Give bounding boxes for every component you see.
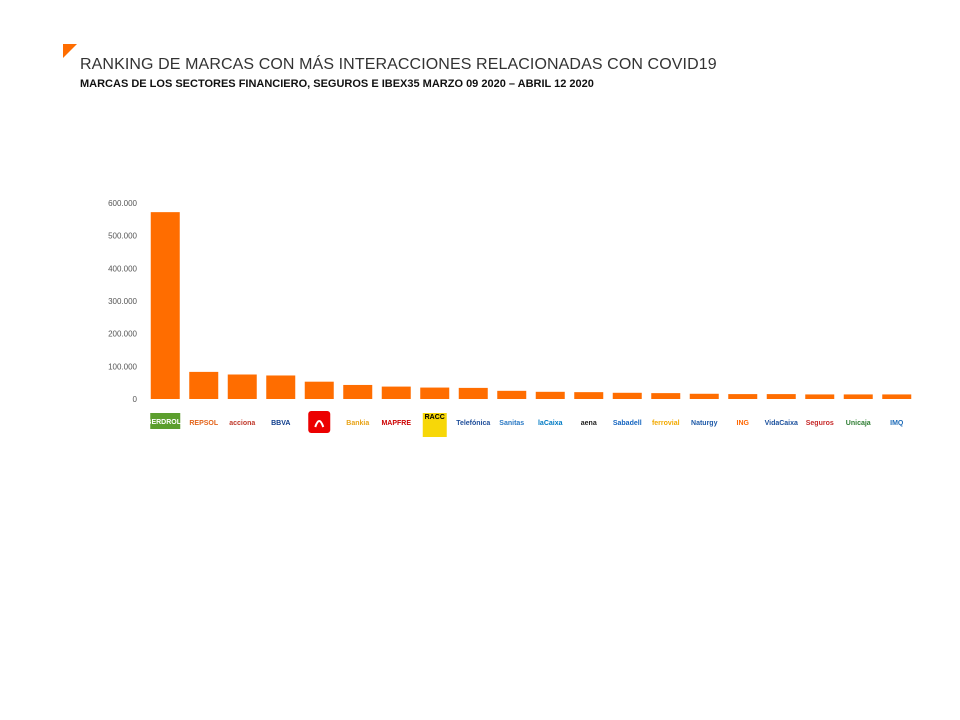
y-tick-label: 600.000 [108,199,137,208]
bar-iberdrola [150,212,180,399]
logo-box [150,413,181,429]
bar-acciona [227,374,257,399]
chart-subtitle: MARCAS DE LOS SECTORES FINANCIERO, SEGUR… [80,78,594,90]
bar-seguros [805,394,835,399]
category-label: REPSOL [189,420,219,427]
bar-unicaja [843,394,873,399]
bar-imq [882,394,912,399]
bar-vidacaixa [766,394,796,399]
category-label: BBVA [271,420,290,427]
category-label: ferrovial [652,420,680,427]
bar-mapfre [381,386,411,399]
category-label: laCaixa [538,420,563,427]
category-label: Sabadell [613,420,642,427]
bar-aena [574,392,604,399]
category-label: MAPFRE [381,420,411,427]
category-label: IMQ [890,420,904,427]
category-label: Bankia [346,420,369,427]
y-tick-label: 300.000 [108,297,137,306]
chart-title: RANKING DE MARCAS CON MÁS INTERACCIONES … [80,56,717,73]
bar-bankia [343,384,373,399]
bar-ferrovial [651,393,681,399]
corner-accent [63,44,77,58]
y-tick-label: 0 [133,395,138,404]
bar-racc [420,387,450,399]
bar-telef-nica [458,387,488,399]
category-label: ING [737,420,750,427]
category-label: aena [581,420,597,427]
bar-sabadell [612,392,642,399]
category-label: Unicaja [846,420,871,427]
category-label: Telefónica [456,420,490,427]
y-tick-label: 100.000 [108,362,137,371]
y-tick-label: 400.000 [108,264,137,273]
category-label: Seguros [806,420,834,427]
bar-bbva [266,375,296,399]
category-label: IBERDROLA [144,419,186,426]
category-label: RACC [425,414,445,421]
category-label: Naturgy [691,420,718,427]
y-tick-label: 500.000 [108,232,137,241]
category-label: acciona [229,420,255,427]
bar-sanitas [497,390,527,399]
bar-santander [304,381,334,399]
category-label: Sanitas [499,420,524,427]
bar-ing [728,394,758,399]
bar-repsol [189,371,219,399]
bar-naturgy [689,393,719,399]
y-tick-label: 200.000 [108,330,137,339]
logo-box [422,413,447,437]
category-label: VidaCaixa [765,420,798,427]
bar-lacaixa [535,391,565,399]
flame-icon [314,420,325,428]
